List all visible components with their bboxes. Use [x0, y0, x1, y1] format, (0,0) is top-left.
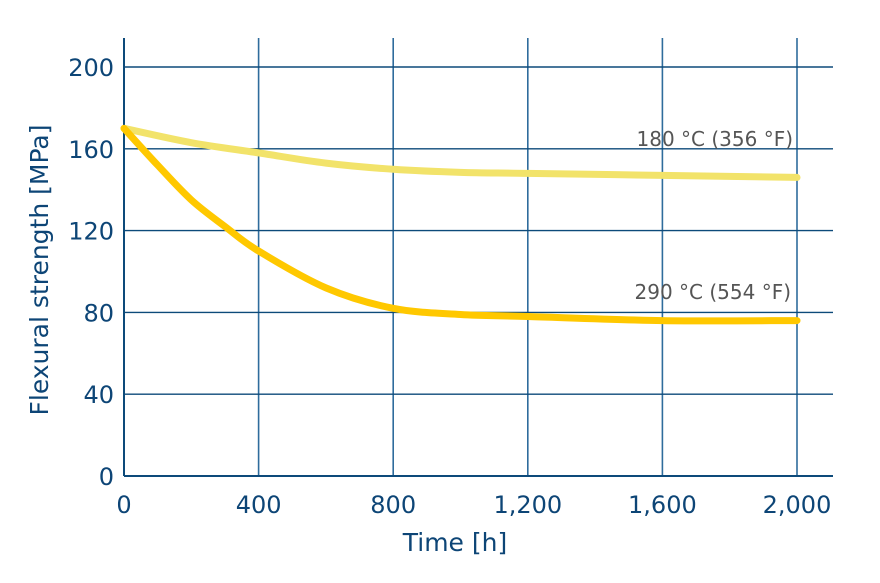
y-tick-label: 80 [83, 299, 114, 327]
y-tick-label: 120 [68, 218, 114, 246]
series-line-0 [120, 124, 801, 181]
y-tick-label: 160 [68, 136, 114, 164]
x-tick-label: 400 [236, 491, 282, 519]
x-tick-label: 1,600 [628, 491, 697, 519]
series-label-290: 290 °C (554 °F) [635, 280, 792, 304]
x-axis-label: Time [h] [402, 528, 507, 557]
y-tick-label: 200 [68, 54, 114, 82]
y-axis-label: Flexural strength [MPa] [25, 125, 54, 416]
x-tick-label: 1,200 [493, 491, 562, 519]
y-tick-label: 40 [83, 381, 114, 409]
y-tick-label: 0 [99, 463, 114, 491]
x-tick-label: 800 [370, 491, 416, 519]
x-tick-label: 2,000 [763, 491, 832, 519]
series-label-180: 180 °C (356 °F) [637, 127, 794, 151]
series-line-1 [120, 124, 801, 325]
x-tick-label: 0 [116, 491, 131, 519]
